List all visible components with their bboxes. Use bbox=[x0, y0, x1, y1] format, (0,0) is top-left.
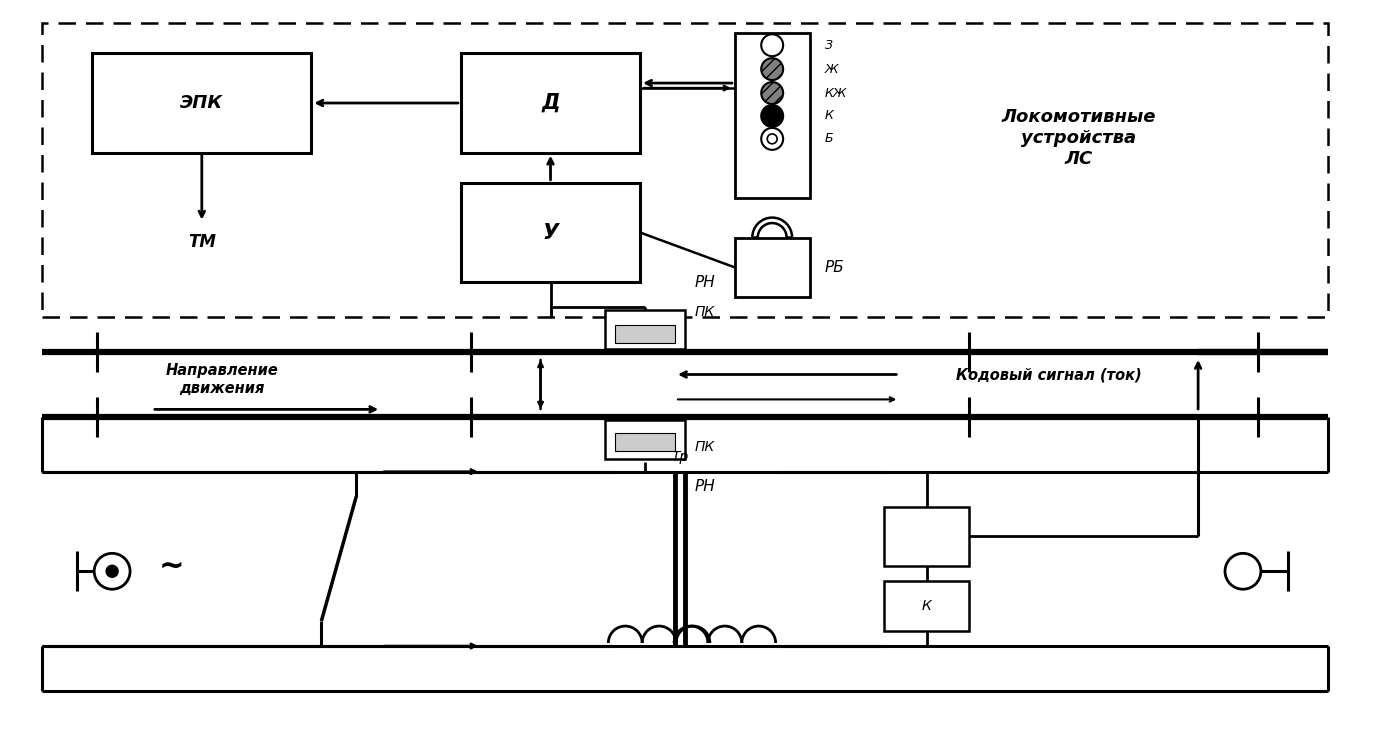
Bar bbox=[92, 53, 311, 153]
Circle shape bbox=[761, 35, 784, 56]
Circle shape bbox=[106, 566, 118, 578]
Text: Направление
движения: Направление движения bbox=[165, 363, 278, 396]
Circle shape bbox=[761, 58, 784, 80]
Bar bbox=[606, 420, 684, 459]
Text: КЖ: КЖ bbox=[825, 86, 847, 99]
Bar bbox=[616, 325, 675, 343]
Circle shape bbox=[94, 553, 129, 590]
Bar bbox=[735, 33, 810, 198]
Bar bbox=[884, 507, 969, 566]
Bar bbox=[616, 433, 675, 450]
Bar bbox=[461, 183, 640, 282]
Circle shape bbox=[761, 128, 784, 150]
Text: Локомотивные
устройства
ЛС: Локомотивные устройства ЛС bbox=[1001, 108, 1155, 168]
Text: РН: РН bbox=[695, 274, 716, 290]
Text: РБ: РБ bbox=[825, 260, 844, 275]
Text: РН: РН bbox=[695, 479, 716, 494]
Circle shape bbox=[767, 134, 777, 144]
Text: К: К bbox=[921, 599, 932, 613]
Text: ПК: ПК bbox=[695, 305, 715, 320]
Text: ПК: ПК bbox=[695, 440, 715, 453]
Bar bbox=[884, 581, 969, 631]
Circle shape bbox=[761, 82, 784, 104]
Text: З: З bbox=[825, 38, 833, 52]
Text: У: У bbox=[543, 223, 559, 243]
Text: К: К bbox=[825, 110, 833, 123]
Bar bbox=[43, 23, 1327, 317]
Text: Б: Б bbox=[825, 132, 833, 145]
Text: ~: ~ bbox=[160, 552, 185, 581]
Text: Тр: Тр bbox=[672, 450, 688, 464]
Text: Д: Д bbox=[541, 93, 560, 113]
Text: Кодовый сигнал (ток): Кодовый сигнал (ток) bbox=[956, 367, 1142, 382]
Wedge shape bbox=[752, 217, 792, 238]
Text: ТМ: ТМ bbox=[187, 233, 216, 251]
Bar bbox=[461, 53, 640, 153]
Text: Ж: Ж bbox=[825, 62, 839, 76]
Text: ЭПК: ЭПК bbox=[180, 94, 223, 112]
Circle shape bbox=[1226, 553, 1261, 590]
Bar bbox=[735, 238, 810, 297]
Bar bbox=[606, 311, 684, 349]
Circle shape bbox=[761, 105, 784, 127]
